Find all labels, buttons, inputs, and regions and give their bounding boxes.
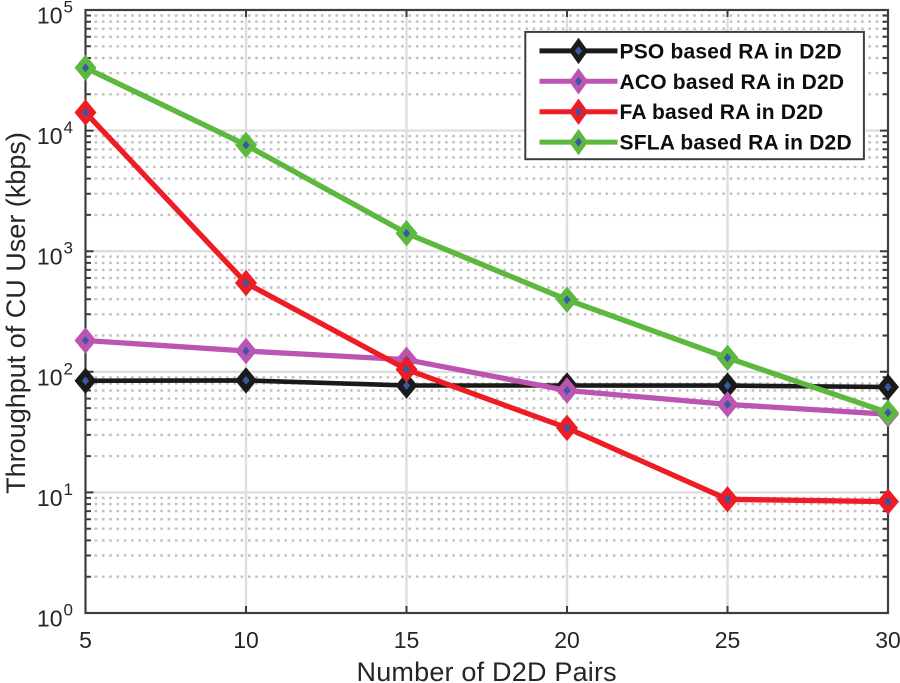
svg-text:10: 10: [37, 364, 63, 390]
svg-text:5: 5: [79, 627, 92, 653]
svg-text:30: 30: [875, 627, 900, 653]
svg-text:10: 10: [37, 244, 63, 270]
svg-text:25: 25: [715, 627, 741, 653]
svg-text:10: 10: [37, 3, 63, 29]
svg-text:10: 10: [37, 485, 63, 511]
svg-text:0: 0: [64, 601, 73, 620]
svg-text:PSO based RA in D2D: PSO based RA in D2D: [620, 40, 842, 63]
svg-text:4: 4: [64, 118, 73, 137]
svg-text:ACO based RA in D2D: ACO based RA in D2D: [620, 71, 845, 94]
svg-text:Number of D2D Pairs: Number of D2D Pairs: [357, 657, 617, 683]
svg-text:FA based RA in D2D: FA based RA in D2D: [620, 101, 824, 124]
svg-text:Throughput of CU User (kbps): Throughput of CU User (kbps): [1, 132, 31, 494]
svg-text:2: 2: [64, 359, 73, 378]
svg-text:5: 5: [64, 0, 73, 17]
svg-text:10: 10: [37, 606, 63, 632]
svg-text:10: 10: [37, 123, 63, 149]
svg-text:3: 3: [64, 239, 73, 258]
svg-text:SFLA based RA in D2D: SFLA based RA in D2D: [620, 132, 852, 155]
svg-text:10: 10: [233, 627, 259, 653]
svg-text:20: 20: [554, 627, 580, 653]
svg-text:1: 1: [64, 480, 73, 499]
svg-text:15: 15: [394, 627, 420, 653]
